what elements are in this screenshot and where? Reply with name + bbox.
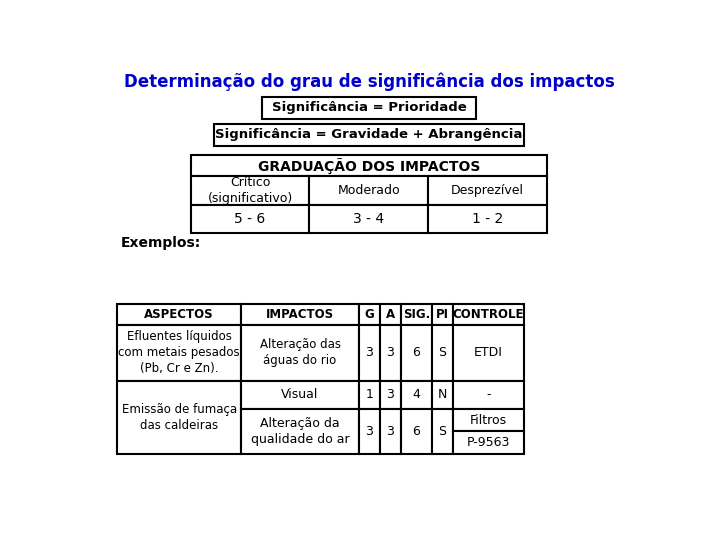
Text: 4: 4 bbox=[413, 388, 420, 401]
Text: Alteração da
qualidade do ar: Alteração da qualidade do ar bbox=[251, 417, 349, 446]
Text: IMPACTOS: IMPACTOS bbox=[266, 308, 334, 321]
Text: Significância = Gravidade + Abrangência: Significância = Gravidade + Abrangência bbox=[215, 129, 523, 141]
Text: S: S bbox=[438, 425, 446, 438]
Text: ETDI: ETDI bbox=[474, 346, 503, 359]
Bar bbox=[117, 303, 241, 325]
Text: 3: 3 bbox=[366, 346, 374, 359]
Text: Determinação do grau de significância dos impactos: Determinação do grau de significância do… bbox=[124, 72, 614, 91]
Bar bbox=[310, 205, 428, 233]
Bar bbox=[359, 303, 380, 325]
Bar bbox=[380, 409, 401, 454]
Bar bbox=[241, 325, 359, 381]
Bar bbox=[453, 303, 524, 325]
Text: ASPECTOS: ASPECTOS bbox=[144, 308, 214, 321]
Bar bbox=[310, 177, 428, 205]
Bar bbox=[241, 409, 359, 454]
Text: Emissão de fumaça
das caldeiras: Emissão de fumaça das caldeiras bbox=[122, 403, 237, 431]
Text: -: - bbox=[486, 388, 490, 401]
Bar bbox=[453, 431, 524, 454]
Text: CONTROLE: CONTROLE bbox=[453, 308, 524, 321]
Bar bbox=[191, 155, 547, 177]
Text: A: A bbox=[386, 308, 395, 321]
Text: PI: PI bbox=[436, 308, 449, 321]
Text: 3 - 4: 3 - 4 bbox=[353, 212, 384, 226]
Text: Exemplos:: Exemplos: bbox=[121, 237, 202, 251]
Text: Visual: Visual bbox=[282, 388, 319, 401]
Text: Efluentes líquidos
com metais pesados
(Pb, Cr e Zn).: Efluentes líquidos com metais pesados (P… bbox=[118, 330, 240, 375]
Bar bbox=[191, 205, 310, 233]
Bar bbox=[432, 325, 453, 381]
Bar bbox=[432, 303, 453, 325]
Bar bbox=[428, 205, 547, 233]
Bar bbox=[380, 325, 401, 381]
Text: G: G bbox=[364, 308, 374, 321]
Text: Desprezível: Desprezível bbox=[451, 184, 524, 197]
Bar bbox=[241, 381, 359, 409]
Text: S: S bbox=[438, 346, 446, 359]
Bar bbox=[401, 409, 432, 454]
Text: 3: 3 bbox=[387, 425, 395, 438]
Bar bbox=[453, 381, 524, 409]
Text: 6: 6 bbox=[413, 346, 420, 359]
Text: Filtros: Filtros bbox=[469, 414, 507, 427]
Text: 3: 3 bbox=[366, 425, 374, 438]
Bar bbox=[262, 97, 476, 119]
Bar bbox=[359, 409, 380, 454]
Bar bbox=[432, 409, 453, 454]
Bar bbox=[359, 325, 380, 381]
Bar bbox=[401, 381, 432, 409]
Bar bbox=[241, 303, 359, 325]
Bar bbox=[214, 124, 524, 146]
Bar bbox=[401, 325, 432, 381]
Bar bbox=[428, 177, 547, 205]
Bar bbox=[117, 325, 241, 381]
Bar bbox=[432, 381, 453, 409]
Bar bbox=[191, 177, 310, 205]
Text: Significância = Prioridade: Significância = Prioridade bbox=[271, 102, 467, 114]
Text: 1 - 2: 1 - 2 bbox=[472, 212, 503, 226]
Bar bbox=[453, 409, 524, 431]
Text: 3: 3 bbox=[387, 346, 395, 359]
Text: 1: 1 bbox=[366, 388, 374, 401]
Bar bbox=[117, 381, 241, 454]
Text: P-9563: P-9563 bbox=[467, 436, 510, 449]
Text: 3: 3 bbox=[387, 388, 395, 401]
Text: Moderado: Moderado bbox=[337, 184, 400, 197]
Bar bbox=[380, 381, 401, 409]
Text: Alteração das
águas do rio: Alteração das águas do rio bbox=[259, 338, 341, 367]
Text: GRADUAÇÃO DOS IMPACTOS: GRADUAÇÃO DOS IMPACTOS bbox=[258, 158, 480, 174]
Text: 5 - 6: 5 - 6 bbox=[235, 212, 266, 226]
Text: Crítico
(significativo): Crítico (significativo) bbox=[207, 176, 292, 205]
Bar bbox=[401, 303, 432, 325]
Text: SIG.: SIG. bbox=[402, 308, 430, 321]
Bar bbox=[380, 303, 401, 325]
Text: 6: 6 bbox=[413, 425, 420, 438]
Bar bbox=[359, 381, 380, 409]
Text: N: N bbox=[438, 388, 447, 401]
Bar bbox=[453, 325, 524, 381]
